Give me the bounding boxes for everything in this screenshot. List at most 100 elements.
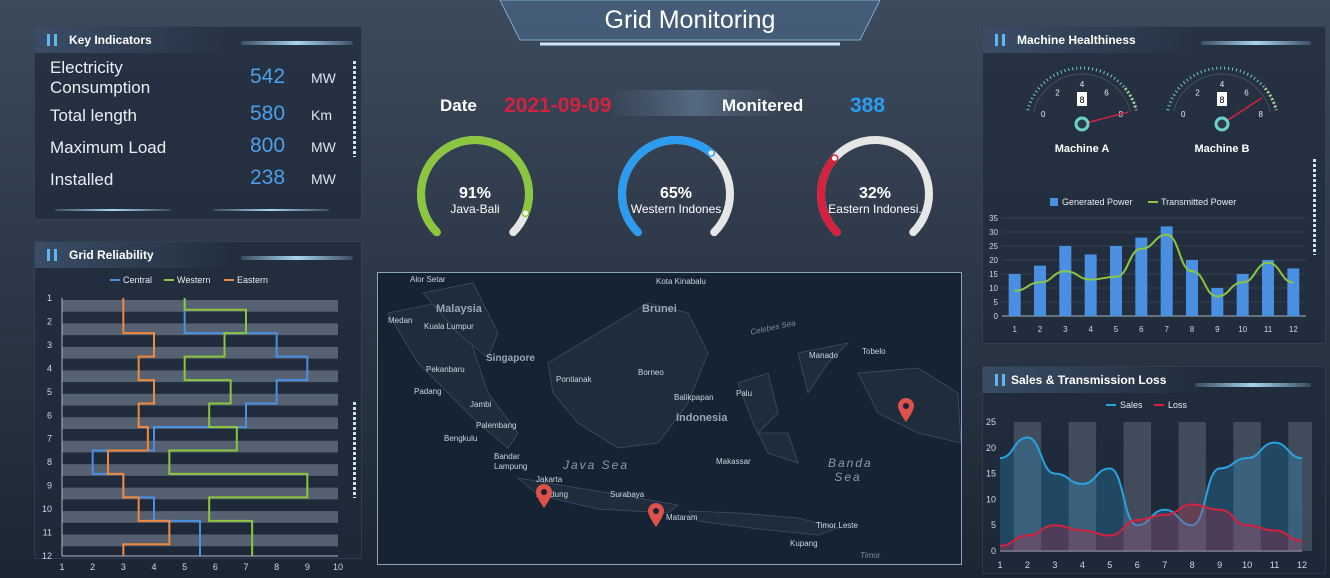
map-label: Medan — [388, 316, 413, 325]
map-label: Bengkulu — [444, 434, 478, 443]
map-pin-icon[interactable] — [897, 397, 915, 423]
gauge-tick-label: 0 — [1181, 110, 1186, 119]
indicator-value: 542 — [250, 65, 286, 88]
power-bar — [1110, 246, 1122, 316]
panel-bars-icon — [47, 34, 57, 46]
panel-title: Machine Healthiness — [1017, 33, 1136, 47]
indicator-value: 580 — [250, 102, 286, 125]
gauge-percent: 65% — [660, 185, 692, 202]
map-label: Jambi — [470, 400, 492, 409]
y-tick-label: 11 — [43, 528, 52, 538]
map-pin-icon[interactable] — [647, 502, 665, 528]
panel-title: Key Indicators — [69, 33, 152, 47]
monitored-value: 388 — [850, 94, 886, 117]
y-tick-label: 35 — [989, 214, 998, 223]
x-tick-label: 7 — [1164, 325, 1169, 334]
indicator-unit: MW — [311, 139, 336, 155]
y-tick-label: 2 — [47, 316, 52, 326]
sales-loss-panel: Sales & Transmission Loss — [982, 366, 1326, 574]
scroll-indicator — [353, 61, 356, 157]
map-label: Jakarta — [536, 475, 563, 484]
reliability-line-eastern — [107, 298, 171, 556]
panel-title: Sales & Transmission Loss — [1011, 373, 1167, 387]
x-tick-label: 4 — [151, 562, 156, 572]
machine-a-label: Machine A — [1054, 143, 1110, 155]
gauge-readout: 8 — [1079, 95, 1084, 105]
x-tick-label: 1 — [997, 560, 1002, 570]
reliability-band — [62, 440, 338, 453]
y-tick-label: 5 — [991, 520, 996, 530]
map-label: Timor — [860, 551, 881, 560]
region-gauges: 91%Java-Bali 65%Western Indones 32%Eastern… — [417, 136, 933, 237]
x-tick-label: 3 — [121, 562, 126, 572]
deco-line — [1201, 41, 1311, 45]
x-tick-label: 10 — [1238, 325, 1247, 334]
indicator-unit: Km — [311, 107, 332, 123]
x-tick-label: 3 — [1052, 560, 1057, 570]
gauge-fill — [417, 136, 533, 237]
gauge-inner-ring — [1173, 73, 1271, 112]
map-label: Bandar Lampung — [494, 452, 528, 471]
map-label: Makassar — [716, 457, 751, 466]
power-bar — [1135, 237, 1148, 316]
indicator-value: 800 — [250, 134, 286, 157]
deco-line — [1195, 383, 1311, 387]
map-label: Balikpapan — [674, 393, 714, 402]
reliability-line-western — [168, 298, 309, 556]
x-tick-label: 9 — [305, 562, 310, 572]
indonesia-map[interactable]: Alor Setar Kota Kinabalu Medan Kuala Lum… — [377, 272, 962, 565]
y-tick-label: 1 — [47, 293, 52, 303]
gauge-tick-label: 0 — [1041, 110, 1046, 119]
legend-label: Eastern — [237, 275, 268, 285]
indicator-value: 238 — [250, 166, 286, 189]
y-tick-label: 8 — [47, 457, 52, 467]
gauge-scale — [1026, 66, 1138, 111]
scroll-indicator — [1313, 159, 1316, 255]
power-bar — [1236, 274, 1249, 316]
x-tick-label: 11 — [1270, 560, 1279, 570]
x-tick-label: 10 — [333, 562, 343, 572]
legend-label: Central — [123, 275, 152, 285]
map-label: Alor Setar — [410, 275, 446, 284]
machine-health-header: Machine Healthiness — [983, 27, 1203, 53]
y-tick-label: 20 — [989, 256, 998, 265]
legend-label: Loss — [1168, 400, 1188, 410]
date-value: 2021-09-09 — [504, 94, 612, 117]
gauge-tick-label: 2 — [1195, 88, 1200, 97]
power-bar — [1034, 265, 1046, 316]
x-tick-label: 12 — [1289, 325, 1298, 334]
power-bar — [1160, 226, 1173, 316]
gauge-hub — [1214, 116, 1230, 132]
gauge-readout: 8 — [1219, 95, 1224, 105]
reliability-line-central — [91, 298, 309, 556]
map-label: Brunei — [642, 303, 677, 315]
reliability-band — [62, 487, 338, 500]
gauge-marker — [707, 149, 715, 157]
reliability-band — [62, 370, 338, 383]
indicator-label: Total length — [50, 106, 137, 125]
gauge-tick-label: 4 — [1080, 80, 1085, 89]
machine-gauges: 024688024688 — [1026, 66, 1278, 132]
gauge-needle — [1221, 97, 1263, 125]
power-bar — [1211, 288, 1224, 316]
gauge-percent: 32% — [859, 185, 891, 202]
gauge-scale — [1166, 66, 1278, 111]
map-label: Palembang — [476, 421, 517, 430]
map-label: Palu — [736, 389, 753, 398]
status-bar-glow — [610, 90, 780, 116]
x-tick-label: 7 — [243, 562, 248, 572]
x-tick-label: 6 — [213, 562, 218, 572]
power-bar — [1059, 246, 1072, 316]
reliability-band — [62, 346, 338, 359]
power-bar — [1186, 260, 1198, 316]
legend-label: Western — [177, 275, 210, 285]
x-tick-label: 5 — [1114, 325, 1119, 334]
x-tick-label: 1 — [59, 562, 64, 572]
map-label: Java Sea — [563, 458, 630, 472]
map-label: Kota Kinabalu — [656, 277, 706, 286]
map-label: Indonesia — [676, 412, 728, 424]
gauge-name: Western Indones — [631, 202, 722, 216]
map-pin-icon[interactable] — [535, 483, 553, 509]
sales-loss-header: Sales & Transmission Loss — [983, 367, 1203, 393]
